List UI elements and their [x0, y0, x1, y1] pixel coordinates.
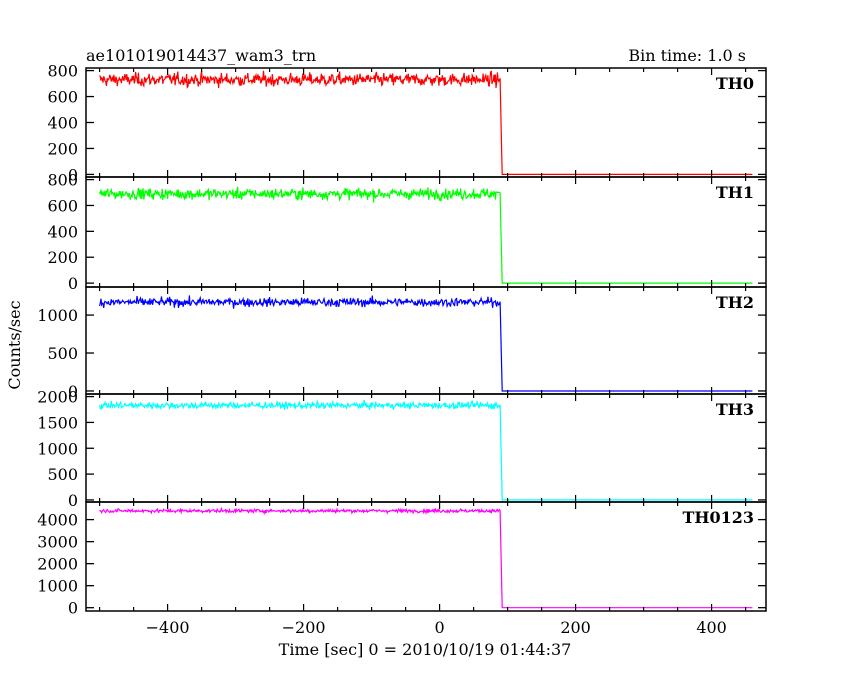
panel-th2: 0 500 1000 TH2 — [37, 286, 767, 401]
y-tick-label: 200 — [47, 139, 78, 158]
y-tick-label: 1000 — [37, 306, 78, 325]
series-line-th0123 — [99, 506, 753, 609]
series-line-th0 — [99, 70, 753, 175]
y-tick-label: 3000 — [37, 533, 78, 552]
y-tick-label: 1000 — [37, 577, 78, 596]
y-tick-label: 800 — [47, 171, 78, 190]
series-line-th3 — [99, 399, 753, 501]
panel-th0123: 0 1000 2000 3000 4000 TH0123 — [37, 501, 767, 618]
x-tick-label: 0 — [435, 618, 445, 637]
x-tick-label: −200 — [282, 618, 326, 637]
y-tick-label: 4000 — [37, 511, 78, 530]
panel-th0: 0 200 400 600 800 TH0 — [47, 62, 767, 184]
y-tick-label: 500 — [47, 344, 78, 363]
y-tick-label: 600 — [47, 196, 78, 215]
panel-name-label: TH2 — [716, 293, 754, 312]
panel-th3: 0 500 1000 1500 2000 TH3 — [37, 388, 767, 510]
x-tick-label: 400 — [696, 618, 727, 637]
x-axis-label: Time [sec] 0 = 2010/10/19 01:44:37 — [279, 640, 572, 659]
y-tick-label: 0 — [68, 491, 78, 510]
y-tick-label: 400 — [47, 222, 78, 241]
panel-th1: 0 200 400 600 800 TH1 — [47, 171, 767, 293]
y-tick-label: 0 — [68, 274, 78, 293]
panels-group: 0 200 400 600 800 TH0 0 200 400 600 800 TH1 0 500 1000… — [37, 62, 767, 637]
series-line-th2 — [99, 295, 753, 392]
y-tick-label: 0 — [68, 382, 78, 401]
panel-name-label: TH0 — [716, 74, 754, 93]
y-tick-label: 1500 — [37, 413, 78, 432]
panel-frame — [85, 393, 767, 503]
y-tick-label: 600 — [47, 88, 78, 107]
y-axis-label: Counts/sec — [5, 300, 24, 389]
x-tick-label: 200 — [560, 618, 591, 637]
bin-time-label: Bin time: 1.0 s — [628, 46, 746, 65]
y-tick-label: 0 — [68, 599, 78, 618]
y-tick-label: 500 — [47, 465, 78, 484]
panel-name-label: TH1 — [716, 183, 754, 202]
y-tick-label: 2000 — [37, 555, 78, 574]
plot-title: ae101019014437_wam3_trn — [86, 46, 316, 65]
y-tick-label: 200 — [47, 248, 78, 267]
y-tick-label: 400 — [47, 114, 78, 133]
series-line-th1 — [99, 186, 753, 284]
y-tick-label: 800 — [47, 62, 78, 81]
y-tick-label: 0 — [68, 165, 78, 184]
panel-name-label: TH0123 — [682, 508, 754, 527]
panel-name-label: TH3 — [716, 400, 754, 419]
y-tick-label: 1000 — [37, 439, 78, 458]
x-tick-label: −400 — [146, 618, 190, 637]
y-tick-label: 2000 — [37, 388, 78, 407]
panel-frame — [85, 501, 767, 612]
